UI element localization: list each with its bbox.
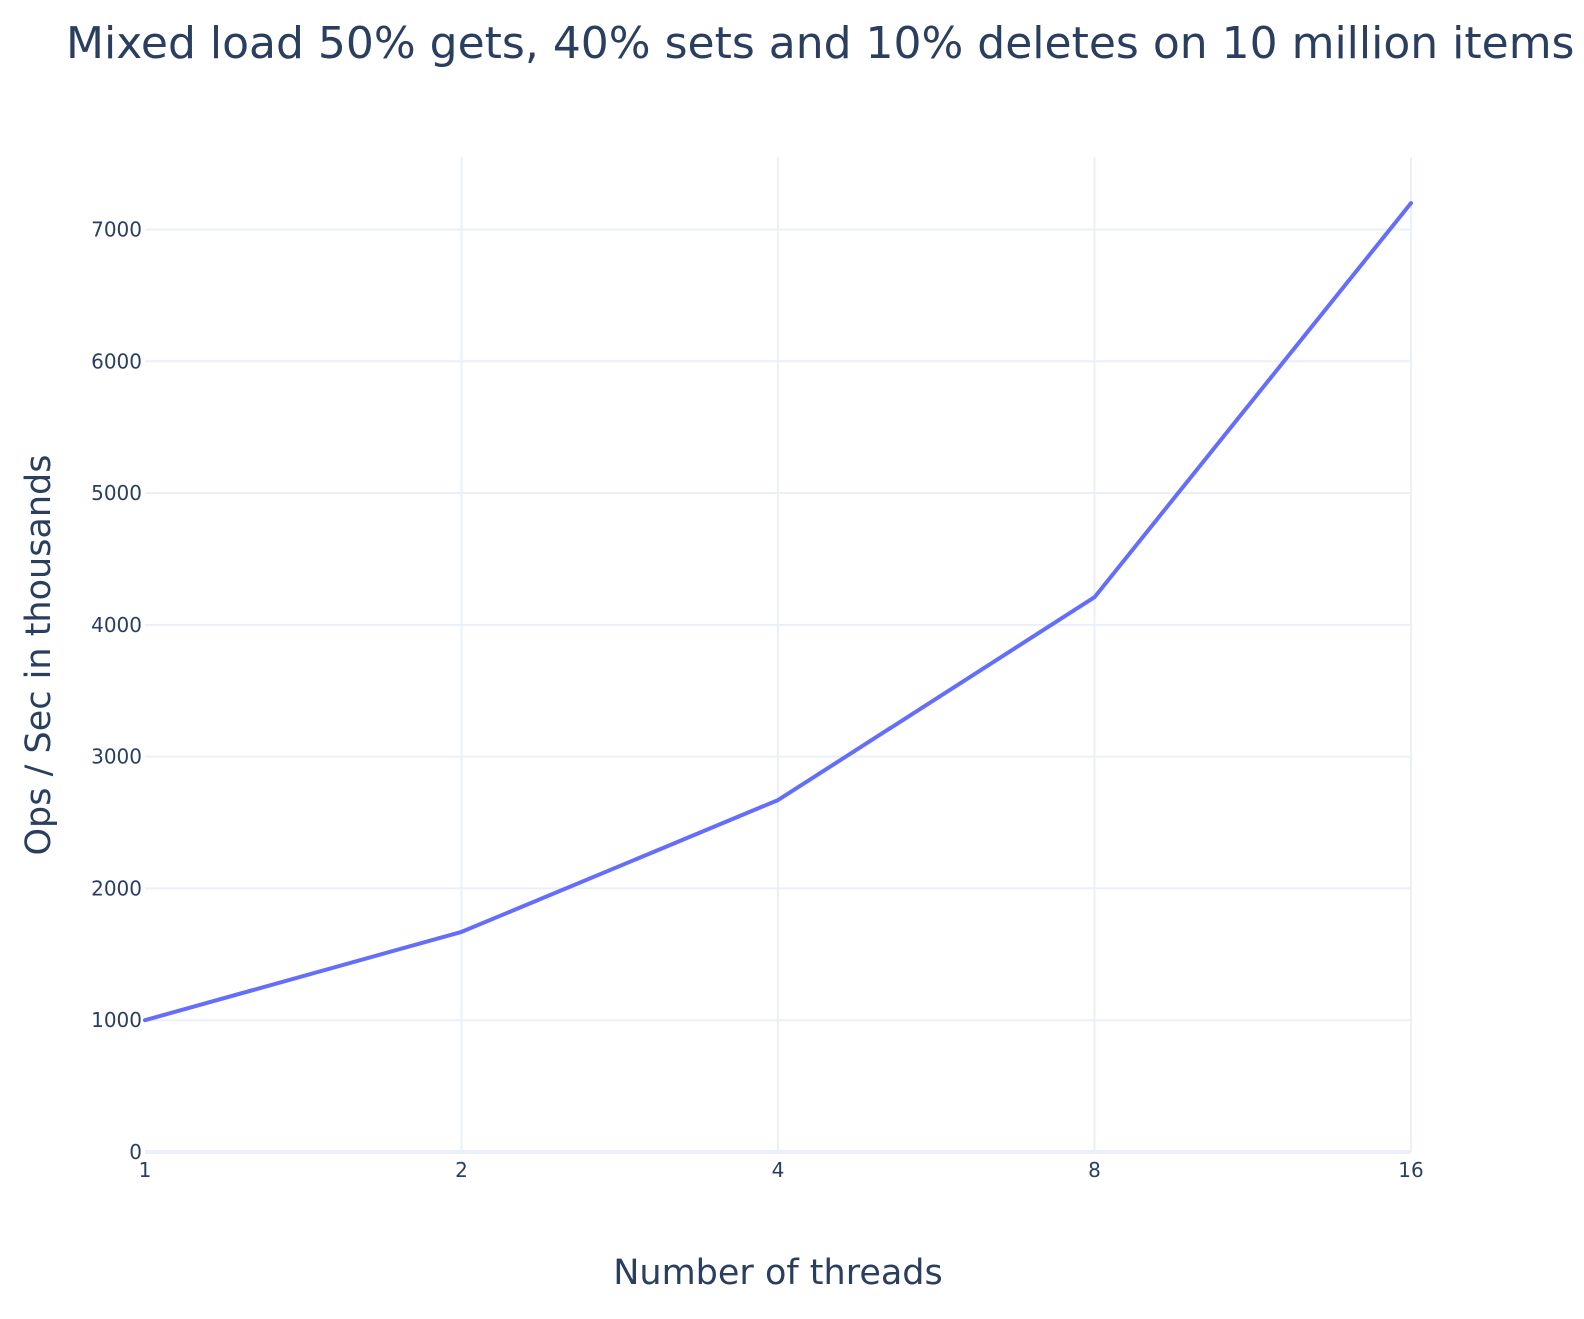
y-tick-label-6000: 6000: [91, 349, 142, 373]
x-tick-label-1: 1: [139, 1158, 152, 1182]
y-axis-ticks: 0 1000 2000 3000 4000 5000 6000 7000: [91, 217, 142, 1164]
y-tick-label-2000: 2000: [91, 876, 142, 900]
y-tick-label-0: 0: [129, 1140, 142, 1164]
y-tick-label-3000: 3000: [91, 745, 142, 769]
chart-title: Mixed load 50% gets, 40% sets and 10% de…: [66, 18, 1574, 69]
y-tick-label-7000: 7000: [91, 217, 142, 241]
series-line-0: [143, 201, 1413, 1023]
x-tick-label-8: 8: [1088, 1158, 1101, 1182]
y-gridlines: [145, 228, 1411, 1154]
y-tick-label-1000: 1000: [91, 1008, 142, 1032]
y-axis-title: Ops / Sec in thousands: [19, 454, 59, 855]
x-tick-label-4: 4: [772, 1158, 785, 1182]
x-tick-label-16: 16: [1398, 1158, 1423, 1182]
y-tick-label-4000: 4000: [91, 613, 142, 637]
x-tick-label-2: 2: [455, 1158, 468, 1182]
x-axis-ticks: 1 2 4 8 16: [139, 1158, 1424, 1182]
x-gridlines: [460, 157, 1412, 1152]
series-layer: [143, 201, 1413, 1023]
y-tick-label-5000: 5000: [91, 481, 142, 505]
x-axis-title: Number of threads: [613, 1253, 943, 1293]
